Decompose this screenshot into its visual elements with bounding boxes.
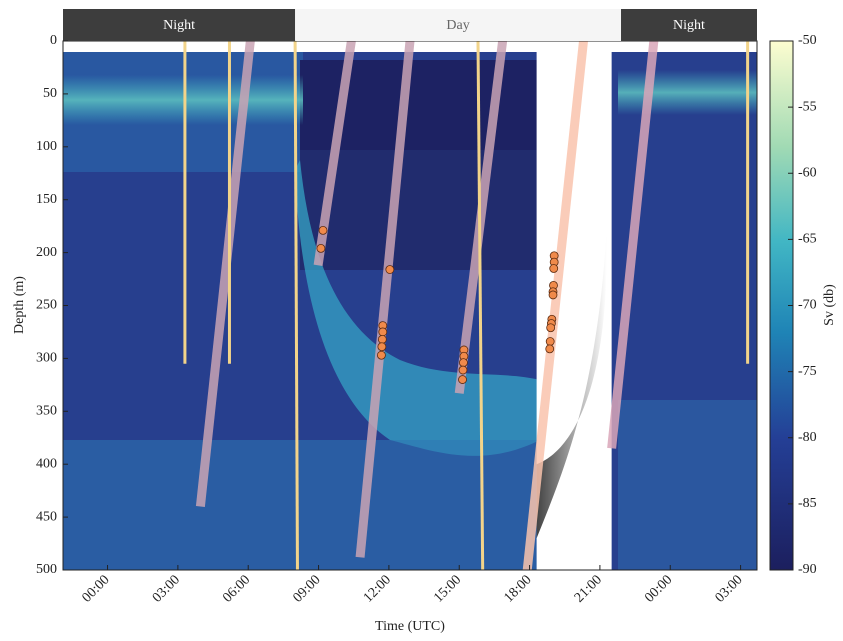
observation-point bbox=[545, 337, 555, 346]
y-tick-label: 400 bbox=[36, 456, 57, 471]
transect-track bbox=[607, 41, 659, 449]
transect-track bbox=[195, 41, 255, 507]
y-tick-label: 100 bbox=[36, 139, 57, 154]
cast-line bbox=[476, 41, 485, 570]
colorbar-tick-label: -50 bbox=[798, 33, 817, 48]
y-axis-label: Depth (m) bbox=[12, 276, 27, 334]
observation-point bbox=[546, 323, 556, 333]
observation-point bbox=[545, 344, 555, 354]
colorbar-tick-label: -85 bbox=[798, 496, 817, 511]
x-axis-label: Time (UTC) bbox=[375, 619, 445, 634]
observation-point bbox=[378, 327, 388, 337]
cast-line bbox=[293, 41, 299, 570]
day-night-band bbox=[63, 9, 296, 41]
band-label: Day bbox=[446, 18, 469, 33]
colorbar-tick-label: -65 bbox=[798, 232, 817, 247]
y-tick-label: 150 bbox=[36, 192, 57, 207]
colorbar-label: Sv (db) bbox=[822, 284, 837, 326]
y-tick-label: 200 bbox=[36, 245, 57, 260]
colorbar-tick-label: -70 bbox=[798, 298, 817, 313]
band-label: Night bbox=[673, 18, 705, 33]
transect-track bbox=[522, 41, 588, 570]
y-tick-label: 250 bbox=[36, 298, 57, 313]
y-tick-label: 300 bbox=[36, 351, 57, 366]
colorbar-tick-label: -90 bbox=[798, 562, 817, 577]
observation-point bbox=[549, 264, 559, 273]
y-tick-label: 500 bbox=[36, 562, 57, 577]
echogram-background bbox=[63, 41, 757, 570]
observation-point bbox=[377, 334, 387, 344]
x-tick-label: 21:00 bbox=[572, 572, 605, 605]
day-night-band bbox=[621, 9, 757, 41]
observation-point bbox=[377, 342, 387, 352]
y-tick-label: 0 bbox=[50, 33, 57, 48]
y-tick-label: 50 bbox=[43, 86, 57, 101]
x-tick-label: 00:00 bbox=[79, 572, 112, 605]
observation-point bbox=[385, 265, 395, 274]
observation-point bbox=[548, 290, 558, 300]
x-tick-label: 15:00 bbox=[431, 572, 464, 605]
model-shade bbox=[536, 231, 607, 539]
transect-track bbox=[355, 41, 415, 558]
x-tick-label: 03:00 bbox=[150, 572, 183, 605]
x-tick-label: 18:00 bbox=[502, 572, 535, 605]
x-tick-label: 03:00 bbox=[713, 572, 746, 605]
observation-point bbox=[458, 375, 467, 384]
colorbar-tick-label: -75 bbox=[798, 364, 817, 379]
x-tick-label: 00:00 bbox=[642, 572, 675, 605]
colorbar-tick-label: -60 bbox=[798, 165, 817, 180]
x-tick-label: 06:00 bbox=[220, 572, 253, 605]
band-label: Night bbox=[163, 18, 195, 33]
colorbar-tick-label: -80 bbox=[798, 430, 817, 445]
observation-point bbox=[459, 358, 468, 368]
x-tick-label: 09:00 bbox=[291, 572, 324, 605]
day-night-band bbox=[295, 9, 622, 41]
x-tick-label: 12:00 bbox=[361, 572, 394, 605]
colorbar-tick-label: -55 bbox=[798, 99, 817, 114]
observation-point bbox=[318, 225, 328, 235]
observation-point bbox=[376, 350, 386, 360]
y-tick-label: 350 bbox=[36, 404, 57, 419]
observation-point bbox=[316, 243, 326, 253]
y-tick-label: 450 bbox=[36, 509, 57, 524]
observation-point bbox=[458, 365, 468, 375]
